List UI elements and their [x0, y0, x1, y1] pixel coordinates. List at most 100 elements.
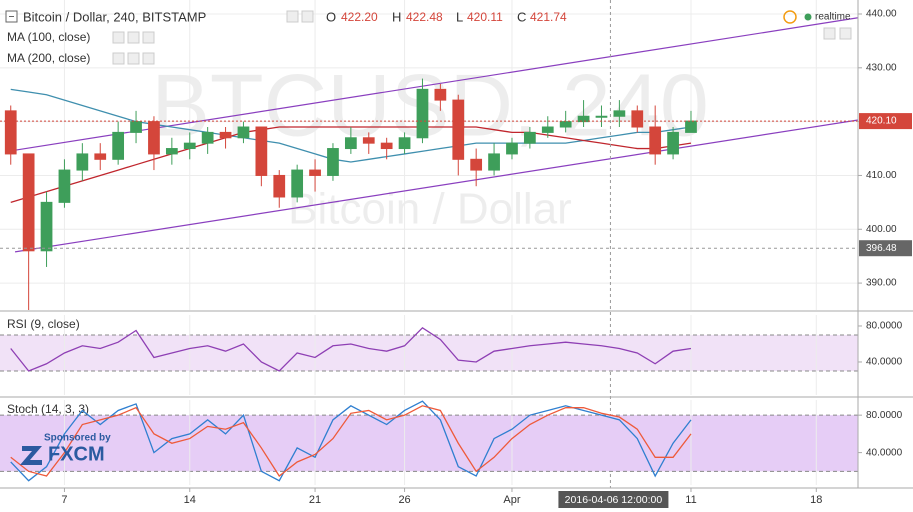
candle-body — [112, 131, 125, 160]
y-tick-label: 440.00 — [866, 9, 897, 20]
x-tick-label: Apr — [503, 494, 520, 506]
candle-body — [76, 153, 89, 171]
crosshair-y-label: 396.48 — [866, 243, 897, 254]
indicator-line — [10, 326, 692, 372]
indicator-line — [10, 405, 692, 477]
low-label: L — [456, 9, 463, 24]
visibility-icon[interactable] — [127, 31, 140, 44]
indicator-band — [0, 415, 858, 472]
watermark-symbol: BTCUSD, 240 — [151, 55, 709, 154]
candle-body — [577, 115, 590, 123]
candle-body — [362, 137, 375, 144]
x-tick-label: 26 — [398, 494, 410, 506]
y-tick-label: 40.0000 — [866, 447, 903, 458]
sponsor-logo: Sponsored by FXCM — [20, 433, 111, 465]
candle-body — [631, 110, 644, 128]
settings-icon[interactable] — [823, 27, 836, 40]
settings-icon[interactable] — [112, 31, 125, 44]
indicator-title: Stoch (14, 3, 3) — [7, 402, 89, 416]
y-tick-label: 410.00 — [866, 170, 897, 181]
candle-body — [22, 153, 35, 252]
candle-body — [613, 110, 626, 117]
y-tick-label: 390.00 — [866, 278, 897, 289]
candle-body — [201, 131, 214, 144]
candle-body — [667, 131, 679, 155]
candle-body — [506, 142, 518, 155]
close-icon[interactable] — [301, 10, 314, 23]
open-label: O — [326, 9, 336, 24]
crosshair-y-box — [859, 240, 912, 257]
settings-icon[interactable] — [112, 52, 125, 65]
x-tick-label: 18 — [810, 494, 822, 506]
candle-body — [58, 169, 71, 203]
candle-body — [40, 201, 53, 252]
settings-icon[interactable] — [286, 10, 299, 23]
candle-body — [595, 115, 608, 118]
sponsor-text: Sponsored by — [44, 433, 111, 444]
candle-body — [470, 158, 483, 171]
candle-body — [219, 131, 232, 139]
candle-body — [237, 126, 250, 139]
candle-body — [148, 121, 160, 155]
x-tick-label: 7 — [61, 494, 67, 506]
last-price-box — [859, 113, 912, 130]
candle-body — [344, 137, 357, 150]
y-tick-label: 430.00 — [866, 62, 897, 73]
watermark-name: Bitcoin / Dollar — [288, 185, 572, 234]
candle-body — [327, 148, 339, 176]
candle-body — [416, 88, 429, 139]
candle-body — [398, 137, 411, 150]
candle-body — [488, 153, 500, 171]
candle-body — [165, 148, 178, 155]
candle-body — [434, 88, 447, 101]
candle-body — [524, 131, 536, 144]
y-tick-label: 80.0000 — [866, 321, 903, 332]
visibility-icon[interactable] — [127, 52, 140, 65]
indicator-line — [10, 88, 692, 163]
trend-line — [14, 119, 859, 253]
close-icon[interactable] — [839, 27, 852, 40]
open-value: 422.20 — [341, 10, 378, 24]
sponsor-brand: FXCM — [48, 443, 105, 465]
candle-body — [380, 142, 393, 150]
candle-body — [649, 126, 662, 155]
ma200-label: MA (200, close) — [7, 51, 90, 65]
last-price-label: 420.10 — [866, 116, 897, 127]
close-label: C — [517, 9, 526, 24]
high-label: H — [392, 9, 401, 24]
close-value: 421.74 — [530, 10, 567, 24]
x-tick-label: 11 — [685, 494, 696, 506]
indicator-title: RSI (9, close) — [7, 317, 80, 331]
candle-body — [255, 126, 268, 176]
y-tick-label: 40.0000 — [866, 357, 903, 368]
header: Bitcoin / Dollar, 240, BITSTAMP O 422.20… — [5, 9, 852, 65]
candle-body — [452, 99, 465, 160]
candle-body — [94, 153, 107, 160]
ma100-label: MA (100, close) — [7, 30, 90, 44]
close-icon[interactable] — [142, 31, 155, 44]
candle-body — [183, 142, 196, 150]
realtime-label: realtime — [815, 12, 851, 23]
candle-body — [685, 120, 697, 133]
candle-body — [309, 169, 321, 176]
low-value: 420.11 — [467, 10, 503, 24]
fxcm-icon — [20, 446, 42, 465]
indicator-line — [10, 400, 692, 482]
y-tick-label: 400.00 — [866, 224, 897, 235]
crosshair-x-label: 2016-04-06 12:00:00 — [565, 494, 663, 506]
candle-body — [291, 169, 304, 198]
warning-icon[interactable] — [783, 10, 797, 24]
candle-body — [559, 121, 572, 128]
x-tick-label: 21 — [309, 494, 321, 506]
crosshair-x-box — [558, 491, 669, 508]
symbol-title: Bitcoin / Dollar, 240, BITSTAMP — [23, 9, 206, 24]
indicator-band — [0, 334, 858, 371]
realtime-dot — [804, 13, 812, 21]
candle-body — [130, 121, 142, 133]
y-tick-label: 80.0000 — [866, 410, 903, 421]
close-icon[interactable] — [142, 52, 155, 65]
candle-body — [4, 110, 17, 155]
candle-body — [541, 126, 554, 133]
high-value: 422.48 — [406, 10, 443, 24]
